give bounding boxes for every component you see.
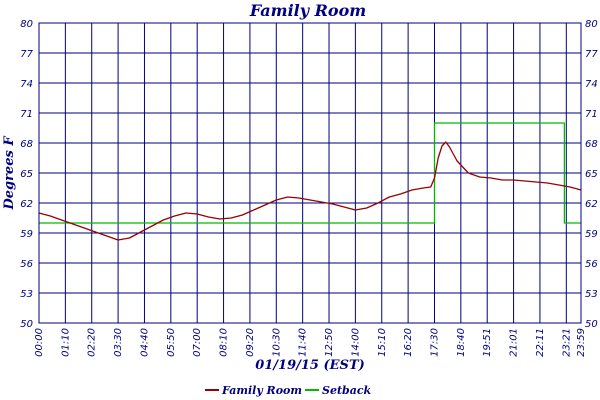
series-line-family-room: [38, 141, 582, 241]
y-tick-label: 80: [585, 19, 598, 30]
y-tick-label: 74: [585, 79, 598, 90]
plot-frame: [38, 22, 582, 324]
legend-label-family-room: Family Room: [221, 384, 302, 397]
y-tick-labels-right: 50 53 56 59 62 65 68 71 74 77 80: [585, 19, 598, 330]
y-tick-label: 62: [585, 199, 598, 210]
x-axis-label: 01/19/15 (EST): [255, 358, 365, 373]
x-tick-label: 18:40: [456, 328, 467, 357]
x-tick-label: 01:10: [60, 328, 71, 357]
x-tick-label: 22:11: [535, 328, 546, 357]
x-tick-label: 15:10: [377, 328, 388, 357]
y-tick-label: 80: [20, 19, 33, 30]
x-tick-label: 09:20: [245, 328, 256, 357]
x-tick-label: 17:30: [429, 328, 440, 357]
y-tick-label: 50: [585, 319, 598, 330]
x-tick-label: 23:21: [561, 328, 572, 357]
series-line-setback: [39, 122, 581, 224]
x-tick-label: 07:00: [192, 328, 203, 357]
x-tick-label: 00:00: [34, 328, 45, 357]
y-tick-label: 56: [585, 259, 598, 270]
y-tick-label: 65: [585, 169, 598, 180]
x-tick-label: 23:59: [576, 328, 587, 357]
chart-title: Family Room: [249, 1, 366, 20]
x-tick-label: 05:50: [166, 328, 177, 357]
x-tick-label: 11:40: [298, 328, 309, 357]
x-tick-label: 21:01: [509, 328, 520, 357]
y-tick-label: 65: [20, 169, 33, 180]
series-lines: [38, 122, 582, 241]
y-tick-label: 68: [20, 139, 33, 150]
x-tick-label: 12:50: [324, 328, 335, 357]
y-tick-label: 62: [20, 199, 33, 210]
y-axis-label: Degrees F: [2, 136, 17, 211]
y-tick-labels-left: 50 53 56 59 62 65 68 71 74 77 80: [20, 19, 33, 330]
legend: Family Room Setback: [205, 384, 372, 397]
y-tick-label: 59: [20, 229, 33, 240]
legend-label-setback: Setback: [322, 384, 372, 397]
x-tick-label: 02:20: [87, 328, 98, 357]
y-tick-label: 71: [20, 109, 33, 120]
y-tick-label: 59: [585, 229, 598, 240]
y-tick-label: 74: [20, 79, 33, 90]
x-tick-labels: 00:00 01:10 02:20 03:30 04:40 05:50 07:00 08:10…: [34, 328, 587, 357]
x-tick-label: 03:30: [113, 328, 124, 357]
x-tick-label: 19:51: [482, 328, 493, 357]
grid-lines: [39, 22, 581, 324]
y-tick-label: 56: [20, 259, 33, 270]
x-tick-label: 04:40: [139, 328, 150, 357]
y-tick-label: 77: [585, 49, 598, 60]
x-tick-label: 08:10: [219, 328, 230, 357]
x-tick-label: 14:00: [350, 328, 361, 357]
y-tick-label: 77: [20, 49, 33, 60]
y-tick-label: 53: [585, 289, 598, 300]
x-tick-label: 16:20: [403, 328, 414, 357]
x-tick-label: 10:30: [271, 328, 282, 357]
y-tick-label: 71: [585, 109, 598, 120]
y-tick-label: 68: [585, 139, 598, 150]
y-tick-label: 53: [20, 289, 33, 300]
y-tick-label: 50: [20, 319, 33, 330]
